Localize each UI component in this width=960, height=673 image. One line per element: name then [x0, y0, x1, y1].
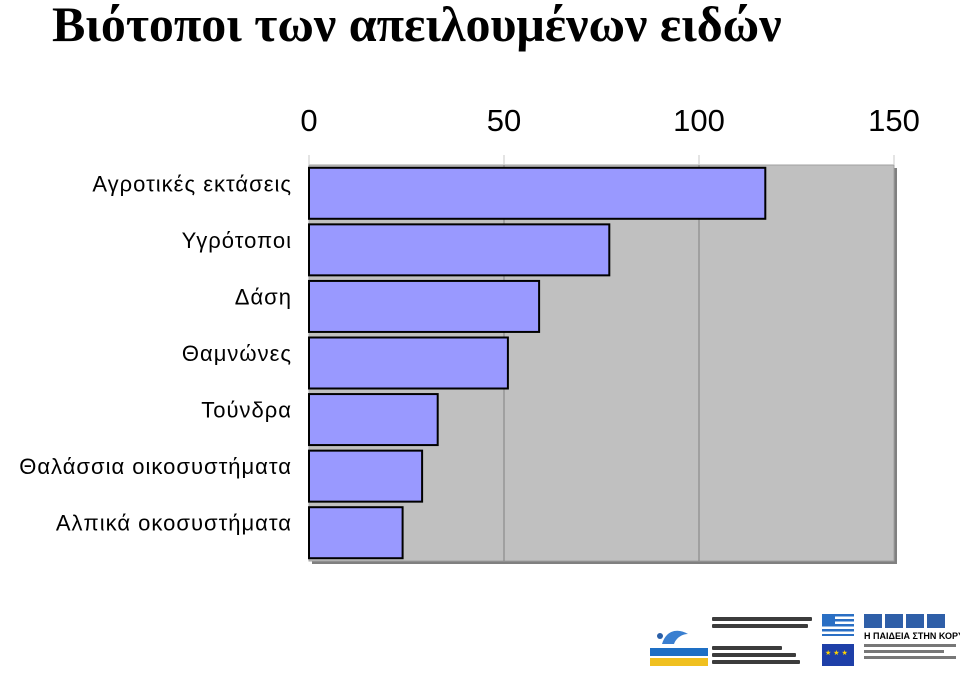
bar: [308, 393, 439, 447]
epeaek-logo: Η ΠΑΙΔΕΙΑ ΣΤΗΝ ΚΟΡΥΦΗ: [864, 614, 960, 668]
epeaek-title: Η ΠΑΙΔΕΙΑ ΣΤΗΝ ΚΟΡΥΦΗ: [864, 631, 960, 641]
bar: [308, 449, 424, 503]
epeaek-squares-icon: [864, 614, 960, 628]
category-labels: Αγροτικές εκτάσεις Υγρότοποι Δάση Θαμνώνες Τ…: [19, 171, 292, 536]
greek-flag-icon: [822, 614, 854, 636]
x-tick-label: 0: [300, 103, 317, 138]
athlete-icon: [650, 630, 708, 666]
bar: [308, 223, 611, 277]
category-label: Θαμνώνες: [182, 341, 292, 366]
category-label: Δάση: [235, 284, 292, 309]
ministry-logo: [712, 614, 816, 666]
bar: [308, 279, 541, 333]
category-label: Αγροτικές εκτάσεις: [92, 171, 292, 196]
bar: [308, 506, 404, 560]
category-label: Αλπικά οκοσυστήματα: [56, 511, 292, 536]
hellas-2008-logo: [648, 622, 710, 668]
page-title: Βιότοποι των απειλουμένων ειδών: [52, 0, 782, 52]
flags: [822, 614, 856, 668]
eu-flag-icon: [822, 644, 854, 666]
category-label: Υγρότοποι: [182, 228, 292, 253]
bar: [308, 166, 767, 220]
bars: [308, 166, 767, 560]
x-axis-ticks: 0 50 100 150: [300, 103, 919, 138]
x-tick-label: 100: [673, 103, 725, 138]
bar: [308, 336, 509, 390]
x-tick-label: 150: [868, 103, 920, 138]
category-label: Τούνδρα: [201, 398, 292, 423]
x-tick-label: 50: [487, 103, 521, 138]
category-label: Θαλάσσια οικοσυστήματα: [19, 454, 292, 479]
